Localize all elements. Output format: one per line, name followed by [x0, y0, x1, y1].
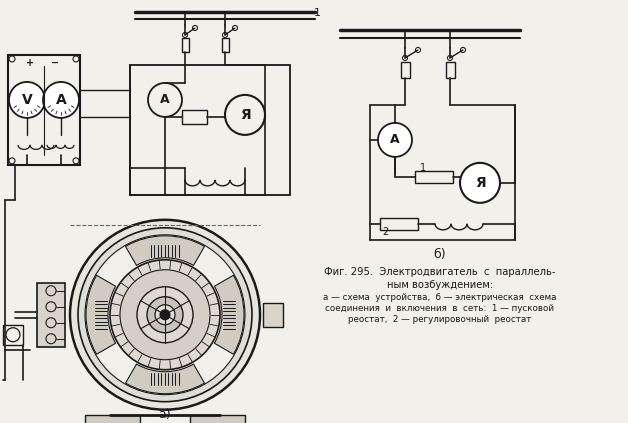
Circle shape	[232, 25, 237, 30]
Bar	[263, 303, 283, 327]
Circle shape	[78, 228, 252, 402]
Wedge shape	[126, 364, 205, 394]
Bar	[130, 65, 290, 195]
Text: 2: 2	[382, 227, 388, 237]
Text: V: V	[21, 93, 33, 107]
Circle shape	[137, 287, 193, 343]
Circle shape	[147, 297, 183, 333]
Text: 1: 1	[420, 163, 426, 173]
Bar	[85, 415, 140, 423]
Bar	[401, 62, 410, 78]
Circle shape	[110, 260, 220, 370]
Wedge shape	[86, 275, 116, 354]
Circle shape	[460, 163, 500, 203]
Text: ным возбуждением:: ным возбуждением:	[387, 280, 493, 290]
Circle shape	[378, 123, 412, 157]
Circle shape	[160, 310, 170, 320]
Text: +: +	[26, 58, 34, 68]
Circle shape	[70, 220, 260, 409]
Text: соединения  и  включения  в  сеть:  1 — пусковой: соединения и включения в сеть: 1 — пуско…	[325, 304, 555, 313]
Circle shape	[183, 33, 188, 38]
Bar	[3, 325, 23, 345]
Bar	[222, 38, 229, 52]
Text: б): б)	[434, 248, 447, 261]
Text: Я: Я	[240, 108, 251, 122]
Bar	[380, 218, 418, 230]
Wedge shape	[214, 275, 244, 354]
Circle shape	[222, 33, 227, 38]
Bar	[8, 55, 80, 165]
Circle shape	[155, 305, 175, 325]
Text: а — схема  устройства,  б — электрическая  схема: а — схема устройства, б — электрическая …	[323, 293, 557, 302]
Bar	[446, 62, 455, 78]
Wedge shape	[126, 236, 205, 265]
Bar	[37, 283, 65, 347]
Text: 1: 1	[313, 8, 320, 18]
Text: A: A	[56, 93, 67, 107]
Circle shape	[9, 82, 45, 118]
Bar	[190, 415, 245, 423]
Circle shape	[460, 47, 465, 52]
Bar	[182, 110, 207, 124]
Circle shape	[193, 25, 197, 30]
Text: −: −	[51, 58, 59, 68]
Bar	[182, 38, 189, 52]
Circle shape	[403, 55, 408, 60]
Circle shape	[43, 82, 79, 118]
Circle shape	[120, 270, 210, 360]
Text: а): а)	[159, 408, 171, 421]
Text: Фиг. 295.  Электродвигатель  с  параллель-: Фиг. 295. Электродвигатель с параллель-	[324, 267, 556, 277]
Text: A: A	[160, 93, 170, 107]
Bar	[415, 171, 453, 183]
Circle shape	[416, 47, 421, 52]
Circle shape	[85, 235, 245, 395]
Text: A: A	[390, 133, 400, 146]
Circle shape	[448, 55, 453, 60]
Text: Я: Я	[475, 176, 485, 190]
Text: реостат,  2 — регулировочный  реостат: реостат, 2 — регулировочный реостат	[349, 315, 532, 324]
